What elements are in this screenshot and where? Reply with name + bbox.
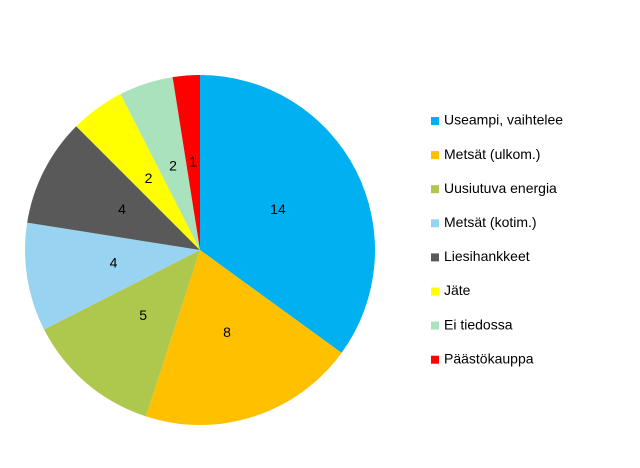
- legend-swatch: [431, 355, 439, 364]
- legend-label: Uusiutuva energia: [444, 180, 557, 196]
- data-label: 4: [118, 201, 126, 217]
- legend-swatch: [431, 321, 439, 330]
- legend-swatch: [431, 185, 439, 194]
- pie-slice: [44, 250, 201, 417]
- pie-slice: [200, 75, 375, 353]
- pie-slice: [27, 126, 200, 250]
- legend-swatch: [431, 219, 439, 228]
- legend-label: Metsät (kotim.): [444, 214, 537, 230]
- pie-slice: [120, 77, 200, 250]
- legend-swatch: [431, 117, 439, 125]
- legend-label: Ei tiedossa: [444, 316, 513, 332]
- data-label: 2: [145, 170, 153, 186]
- data-label: 5: [139, 307, 147, 323]
- legend-swatch: [431, 253, 439, 262]
- legend-label: Metsät (ulkom.): [444, 146, 540, 162]
- legend-label: Jäte: [444, 282, 471, 298]
- legend-swatch: [431, 151, 439, 160]
- legend-label: Useampi, vaihtelee: [444, 112, 563, 128]
- legend-label: Päästökauppa: [444, 350, 534, 366]
- pie-slice: [24, 222, 200, 330]
- pie-slice: [172, 75, 200, 250]
- data-label: 4: [110, 254, 118, 270]
- data-label: 8: [223, 324, 231, 340]
- data-label: 14: [270, 201, 286, 217]
- data-label: 1: [189, 153, 197, 169]
- pie-slice: [145, 250, 342, 425]
- legend-label: Liesihankkeet: [444, 248, 530, 264]
- data-label: 2: [169, 157, 177, 173]
- pie-slice: [76, 94, 200, 251]
- legend-swatch: [431, 287, 439, 296]
